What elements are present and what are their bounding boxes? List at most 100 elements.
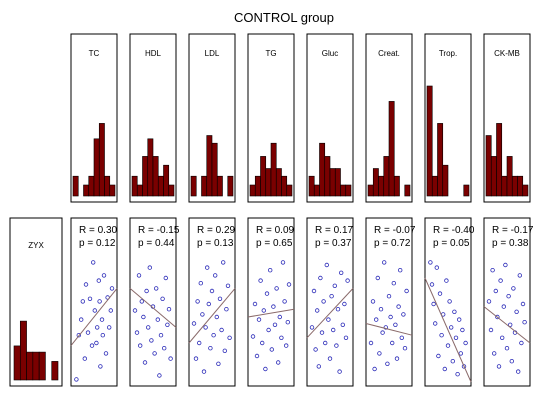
data-point (90, 260, 96, 265)
data-point (335, 307, 341, 312)
data-point (99, 317, 105, 322)
data-point (263, 366, 268, 372)
p-value-label: p = 0.38 (492, 238, 529, 249)
data-point (78, 317, 84, 322)
data-point (486, 299, 492, 304)
data-point (511, 286, 516, 291)
data-point (319, 330, 325, 335)
data-point (83, 282, 89, 287)
histogram-bar (136, 184, 143, 197)
data-point (220, 260, 226, 265)
data-point (324, 262, 329, 268)
data-point (96, 278, 101, 283)
data-point (201, 369, 207, 374)
data-point (442, 366, 447, 372)
scatter-panel-ldl: R = 0.29 p = 0.13 (188, 217, 236, 387)
data-point (458, 351, 463, 356)
data-point (279, 335, 284, 340)
data-point (375, 275, 380, 281)
p-value-label: p = 0.05 (433, 238, 470, 249)
data-point (206, 301, 211, 307)
scatter-panel-ckmb: R = -0.17 p = 0.38 (483, 217, 534, 387)
histogram-panel-ldl: LDL (188, 33, 236, 203)
data-point (152, 351, 157, 356)
data-point (436, 353, 441, 359)
data-point (227, 335, 232, 340)
data-point (85, 330, 91, 335)
data-point (94, 340, 99, 346)
histogram-bar (83, 184, 90, 197)
data-point (106, 325, 112, 330)
panel-frame (188, 217, 236, 387)
data-point (268, 268, 273, 273)
data-point (318, 275, 323, 281)
data-point (94, 325, 100, 330)
data-point (212, 273, 218, 278)
correlation-r-label: R = 0.17 (315, 225, 354, 236)
data-point (326, 317, 331, 322)
histogram-bar (51, 361, 59, 381)
variable-label: Creat. (378, 49, 400, 58)
data-point (461, 364, 467, 369)
data-point (463, 340, 468, 346)
panel-frame (129, 217, 177, 387)
histogram-bar (340, 184, 347, 197)
data-point (157, 373, 162, 378)
data-point (342, 301, 347, 307)
scatter-panel-gluc: R = 0.17 p = 0.37 (306, 217, 354, 387)
data-point (166, 307, 172, 312)
data-point (383, 325, 388, 330)
data-point (222, 348, 227, 353)
histogram-panel-tg: TG (247, 33, 295, 203)
data-point (103, 351, 109, 356)
histogram-panel-trop: Trop. (424, 33, 472, 203)
data-point (334, 343, 339, 348)
data-point (343, 335, 349, 340)
data-point (76, 333, 81, 338)
data-point (517, 273, 522, 278)
data-point (385, 361, 390, 366)
data-point (490, 268, 495, 273)
histogram-bar (372, 168, 379, 197)
data-point (141, 314, 146, 320)
variable-label: Trop. (439, 49, 457, 58)
histogram-bar (163, 164, 170, 197)
data-point (315, 308, 320, 313)
histogram-bar (93, 138, 100, 197)
data-point (508, 322, 513, 327)
panels-layer: TC HDL LDL TG Gluc Creat. Trop. CK-MB ZYX R = 0.3… (9, 33, 534, 387)
data-point (203, 325, 208, 330)
data-point (368, 340, 374, 346)
data-point (147, 265, 152, 270)
data-point (386, 294, 392, 299)
regression-line (188, 288, 236, 344)
data-point (217, 296, 223, 301)
data-point (200, 312, 205, 317)
data-point (316, 364, 321, 369)
histogram-bar (281, 175, 288, 197)
data-point (444, 278, 449, 283)
data-point (87, 296, 93, 301)
data-point (327, 356, 333, 361)
data-point (492, 351, 497, 356)
data-point (391, 281, 396, 286)
histogram-bar (72, 175, 79, 197)
data-point (313, 347, 318, 352)
data-point (452, 309, 457, 314)
data-point (155, 317, 160, 322)
histogram-panel-creat: Creat. (365, 33, 413, 203)
data-point (398, 268, 403, 273)
histogram-bar (442, 164, 449, 197)
histogram-bar (378, 175, 385, 197)
data-point (340, 322, 345, 327)
data-point (89, 343, 95, 348)
histogram-bar (211, 142, 218, 197)
regression-line (247, 308, 295, 318)
scatter-panel-trop: R = -0.40 p = 0.05 (424, 217, 475, 387)
data-point (453, 335, 459, 340)
data-point (506, 294, 511, 299)
correlation-r-label: R = 0.29 (197, 225, 236, 236)
histogram-bar (249, 184, 256, 197)
regression-line (129, 288, 177, 328)
panel-frame (424, 33, 472, 203)
